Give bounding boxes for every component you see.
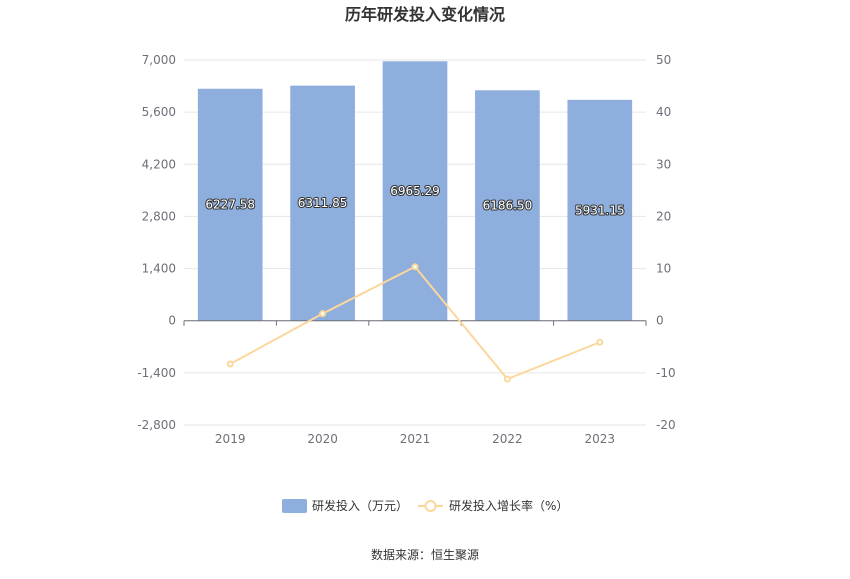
y-left-tick-label: 7,000 [142,53,176,67]
bar [290,85,355,321]
bar-value-label: 5931.15 [575,203,625,217]
bar-value-labels: 6227.58 6311.85 6965.29 6186.50 5931.15 [204,183,625,218]
bar-value-label: 6311.85 [298,196,348,210]
bar-value-label: 6965.29 [390,184,440,198]
y-left-tick-label: 4,200 [142,157,176,171]
bar-series [197,61,633,321]
legend-bar-swatch [282,499,307,513]
y-right-tick-label: 40 [656,105,671,119]
x-tick-label: 2019 [215,432,246,446]
y-left-tick-label: 2,800 [142,209,176,223]
x-tick-label: 2021 [400,432,431,446]
line-point [411,263,419,271]
x-tick-label: 2023 [585,432,616,446]
line-point [503,375,511,383]
y-left-tick-label: 0 [168,314,176,328]
line-point [226,360,234,368]
y-axis-right: 50 40 30 20 10 0 -10 -20 [656,53,676,432]
y-left-tick-label: -1,400 [137,366,176,380]
y-right-tick-label: 50 [656,53,671,67]
legend-line-marker [424,500,437,512]
x-tick-label: 2020 [307,432,338,446]
x-axis [183,320,647,326]
x-axis-ticks: 2019 2020 2021 2022 2023 [215,432,615,446]
line-point [596,338,604,346]
y-right-tick-label: 0 [656,314,664,328]
y-axis-left: 7,000 5,600 4,200 2,800 1,400 0 -1,400 -2,800 [137,53,176,432]
y-left-tick-label: 5,600 [142,105,176,119]
y-right-tick-label: -10 [656,366,676,380]
y-left-tick-label: -2,800 [137,418,176,432]
x-tick-label: 2022 [492,432,523,446]
bar-value-label: 6186.50 [483,199,533,213]
line-point [319,310,327,318]
legend[interactable]: 研发投入（万元） 研发投入增长率（%） [282,498,568,513]
bar [567,99,633,321]
y-right-tick-label: -20 [656,418,676,432]
y-right-tick-label: 30 [656,157,671,171]
line-series [226,263,604,383]
y-right-tick-label: 10 [656,262,671,276]
legend-line-label: 研发投入增长率（%） [449,498,568,513]
y-left-tick-label: 1,400 [142,262,176,276]
bar [197,88,263,321]
legend-bar-label: 研发投入（万元） [312,498,408,513]
source-text: 数据来源：恒生聚源 [371,547,479,562]
bar [475,90,540,321]
y-right-tick-label: 20 [656,209,671,223]
bar-value-label: 6227.58 [205,198,255,212]
chart-title: 历年研发投入变化情况 [345,5,505,24]
